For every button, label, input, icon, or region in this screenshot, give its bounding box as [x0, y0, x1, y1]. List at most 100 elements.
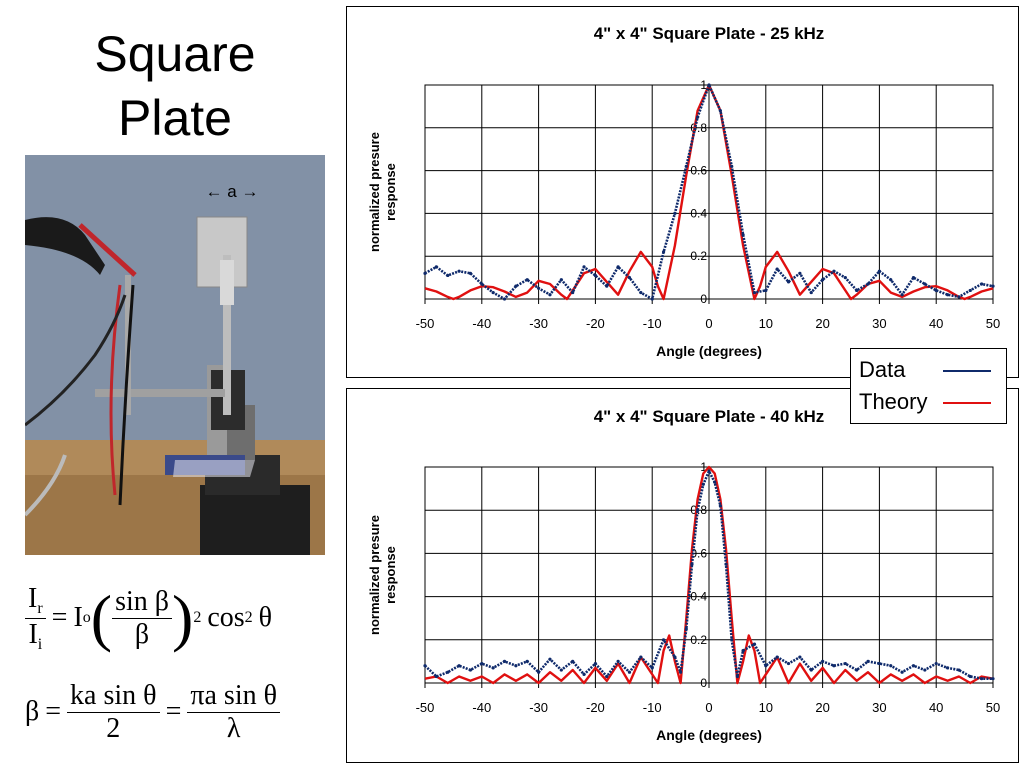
- data-point: [446, 670, 450, 674]
- data-point: [707, 469, 711, 473]
- data-point: [582, 672, 586, 676]
- data-point: [911, 664, 916, 668]
- data-point: [480, 661, 484, 666]
- y-tick-label: 0.2: [690, 633, 707, 647]
- arrow-left-icon: ←: [205, 182, 223, 201]
- data-point: [514, 284, 518, 288]
- data-point: [548, 293, 552, 297]
- data-point: [679, 670, 683, 674]
- chart-title: 4" x 4" Square Plate - 25 kHz: [594, 24, 825, 43]
- slide-title: Square Plate: [25, 22, 325, 150]
- data-point: [911, 276, 916, 280]
- data-point: [684, 164, 688, 168]
- data-point: [661, 638, 666, 642]
- data-point: [502, 659, 507, 663]
- data-point: [696, 115, 700, 119]
- data-point: [945, 293, 950, 297]
- data-point: [968, 288, 972, 293]
- data-point: [434, 265, 438, 269]
- data-point: [639, 655, 643, 659]
- data-point: [525, 278, 529, 282]
- data-point: [724, 562, 728, 566]
- y-axis-label-line-2: response: [383, 546, 398, 604]
- data-point: [605, 284, 609, 288]
- data-point: [821, 278, 825, 282]
- data-point: [855, 668, 859, 672]
- y-tick-label: 0.4: [690, 590, 707, 604]
- data-point: [798, 271, 802, 275]
- x-tick-label: 40: [929, 700, 943, 715]
- data-point: [877, 661, 882, 666]
- data-point: [809, 290, 813, 295]
- data-point: [718, 109, 722, 113]
- x-tick-label: -10: [643, 700, 662, 715]
- data-point: [627, 670, 632, 674]
- data-point: [571, 290, 575, 295]
- y-tick-label: 0: [700, 292, 707, 306]
- data-point: [616, 659, 620, 663]
- data-point: [855, 288, 859, 293]
- data-point: [741, 233, 745, 237]
- y-tick-label: 0.6: [690, 164, 707, 178]
- series-line-theory: [424, 465, 994, 685]
- data-point: [775, 267, 779, 271]
- data-point: [661, 250, 666, 254]
- series-line-data: [424, 83, 994, 301]
- data-point: [605, 674, 609, 679]
- apparatus-photo: ← a →: [25, 155, 325, 555]
- x-tick-label: -50: [416, 316, 435, 331]
- data-point: [730, 638, 734, 642]
- data-point: [752, 642, 757, 646]
- data-point: [889, 664, 893, 668]
- y-axis-label-line-1: normalized presure: [367, 515, 382, 635]
- dimension-a: a: [227, 182, 237, 201]
- x-tick-label: 0: [705, 700, 712, 715]
- data-point: [468, 271, 473, 275]
- data-point: [696, 508, 700, 512]
- data-point: [832, 269, 836, 273]
- chart-25khz: 4" x 4" Square Plate - 25 kHz -50 -40 -30 -2…: [346, 6, 1019, 378]
- data-point: [832, 664, 836, 668]
- x-tick-label: 10: [759, 700, 773, 715]
- x-tick-label: 20: [815, 700, 829, 715]
- y-axis-label: normalized presure response: [367, 515, 398, 635]
- data-point: [809, 668, 813, 672]
- legend-label-theory: Theory: [859, 389, 928, 414]
- data-point: [537, 670, 541, 674]
- x-tick-label: 10: [759, 316, 773, 331]
- data-point: [923, 282, 927, 286]
- data-point: [457, 269, 461, 273]
- y-axis-label: normalized presure response: [367, 132, 398, 252]
- data-point: [502, 297, 507, 301]
- data-point: [491, 290, 495, 295]
- data-point: [980, 282, 984, 286]
- data-point: [673, 211, 677, 215]
- data-point: [593, 661, 597, 666]
- x-tick-label: -40: [472, 316, 491, 331]
- data-point: [525, 659, 529, 663]
- data-point: [900, 293, 904, 297]
- y-tick-label: 0.2: [690, 249, 707, 263]
- data-point: [559, 278, 563, 282]
- data-point: [690, 562, 694, 566]
- x-tick-label: -20: [586, 316, 605, 331]
- x-tick-label: -10: [643, 316, 662, 331]
- y-tick-label: 1: [700, 460, 707, 474]
- legend-swatch-data: [943, 370, 991, 372]
- data-point: [877, 269, 882, 273]
- data-point: [730, 164, 734, 168]
- ka-term: ka sin θ 2: [67, 680, 160, 745]
- intensity-ratio: Ir Ii: [25, 583, 46, 654]
- x-tick-label: 40: [929, 316, 943, 331]
- data-point: [582, 265, 586, 269]
- data-point: [514, 664, 518, 668]
- y-tick-label: 0.4: [690, 206, 707, 220]
- data-point: [741, 649, 745, 653]
- series-line-data: [424, 470, 993, 681]
- data-point: [701, 482, 705, 486]
- data-point: [957, 295, 961, 299]
- data-point: [593, 273, 597, 278]
- sinc-term: sin β β: [112, 586, 173, 651]
- y-tick-label: 1: [700, 78, 707, 92]
